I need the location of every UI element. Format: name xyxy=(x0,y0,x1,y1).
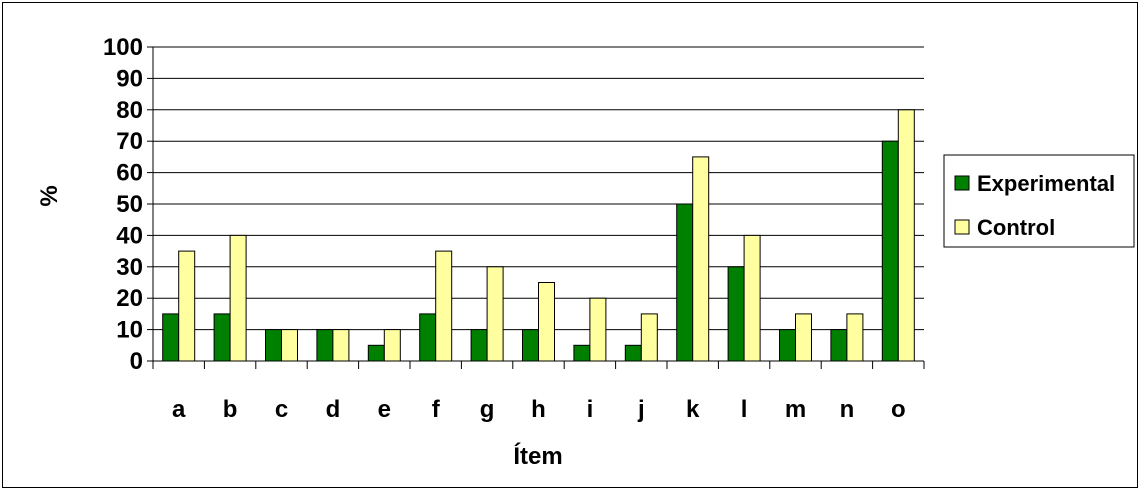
bar-experimental-a xyxy=(162,313,180,362)
bar-control-a xyxy=(178,250,196,362)
y-tick-label: 20 xyxy=(116,285,143,312)
y-axis-title: % xyxy=(36,185,63,206)
bar-experimental-o xyxy=(881,140,899,362)
x-axis-title: Ítem xyxy=(513,442,562,470)
bar-control-j xyxy=(640,313,658,362)
bar-control-l xyxy=(743,234,761,362)
bar-control-e xyxy=(383,329,401,362)
bar-control-k xyxy=(692,156,710,362)
x-tick-label: h xyxy=(531,396,546,423)
bars xyxy=(162,109,915,362)
bar-experimental-i xyxy=(573,344,591,362)
y-tick-label: 60 xyxy=(116,160,143,187)
bar-control-b xyxy=(229,234,247,362)
x-tick-label: o xyxy=(891,396,906,423)
legend-swatch-experimental xyxy=(954,175,970,191)
bar-control-g xyxy=(486,266,504,362)
y-tick-label: 40 xyxy=(116,222,143,249)
x-tick-label: g xyxy=(480,396,495,423)
bar-experimental-h xyxy=(522,329,539,362)
x-tick-label: l xyxy=(741,396,748,423)
x-tick-label: f xyxy=(432,396,441,423)
y-tick-label: 70 xyxy=(116,128,143,155)
bar-experimental-d xyxy=(316,329,334,362)
x-tick-label: b xyxy=(223,396,238,423)
bar-experimental-n xyxy=(830,329,848,362)
y-tick-label: 100 xyxy=(103,34,143,61)
y-tick-label: 10 xyxy=(116,317,143,344)
y-tick-label: 50 xyxy=(116,191,143,218)
bar-experimental-b xyxy=(213,313,231,362)
bar-experimental-m xyxy=(779,329,796,362)
bar-experimental-f xyxy=(419,313,437,362)
bar-control-o xyxy=(897,109,915,362)
x-tick-label: c xyxy=(275,396,288,423)
bar-control-m xyxy=(795,313,812,362)
x-tick-label: i xyxy=(587,396,594,423)
legend-box xyxy=(943,154,1135,248)
y-tick-label: 0 xyxy=(130,348,143,375)
legend: Experimental Control xyxy=(943,154,1135,248)
bar-control-f xyxy=(435,250,453,362)
x-tick-label: a xyxy=(172,396,186,423)
bar-control-d xyxy=(332,329,350,362)
y-tick-label: 80 xyxy=(116,97,143,124)
x-tick-label: k xyxy=(686,396,700,423)
bar-control-h xyxy=(538,282,555,362)
y-tick-label: 90 xyxy=(116,65,143,92)
x-tick-label: m xyxy=(785,396,806,423)
bar-experimental-k xyxy=(676,203,694,362)
legend-swatch-control xyxy=(954,219,970,235)
axes xyxy=(147,46,925,369)
legend-label-control: Control xyxy=(977,215,1055,240)
x-tick-label: n xyxy=(840,396,855,423)
legend-label-experimental: Experimental xyxy=(977,171,1115,196)
y-tick-labels: 0 10 20 30 40 50 60 70 80 90 100 xyxy=(103,34,143,375)
x-tick-label: j xyxy=(637,396,645,423)
x-tick-label: d xyxy=(326,396,341,423)
y-tick-label: 30 xyxy=(116,254,143,281)
bar-experimental-j xyxy=(624,344,642,362)
x-tick-labels: a b c d e f g h i j k l m n o xyxy=(172,396,906,423)
bar-experimental-l xyxy=(727,266,745,362)
bar-control-n xyxy=(846,313,864,362)
x-tick-label: e xyxy=(378,396,391,423)
bar-control-c xyxy=(281,329,298,362)
bar-experimental-g xyxy=(470,329,488,362)
bar-control-i xyxy=(589,297,607,362)
bar-experimental-c xyxy=(265,329,282,362)
bar-experimental-e xyxy=(367,344,385,362)
